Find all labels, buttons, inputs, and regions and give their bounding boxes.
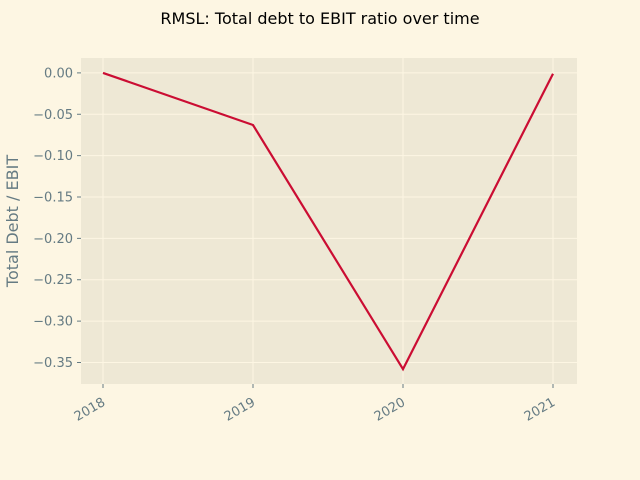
- series-layer: [102, 71, 554, 372]
- y-tick-label: −0.20: [33, 232, 73, 247]
- chart-title: RMSL: Total debt to EBIT ratio over time: [160, 9, 479, 28]
- y-tick-label: −0.30: [33, 315, 73, 330]
- y-tick-label: −0.05: [33, 108, 73, 123]
- y-axis-label: Total Debt / EBIT: [3, 155, 22, 288]
- series-line: [102, 71, 554, 372]
- y-tick-label: −0.15: [33, 191, 73, 206]
- plot-area: [81, 58, 577, 384]
- y-tick-label: −0.25: [33, 273, 73, 288]
- y-tick-label: −0.35: [33, 356, 73, 371]
- grid: [81, 58, 577, 384]
- y-tick-label: 0.00: [44, 66, 73, 81]
- y-tick-label: −0.10: [33, 149, 73, 164]
